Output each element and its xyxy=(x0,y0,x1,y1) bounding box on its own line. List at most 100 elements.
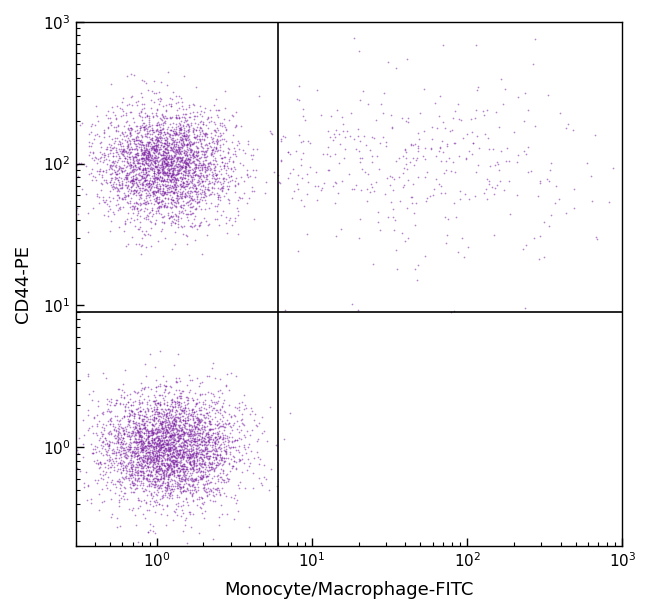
Point xyxy=(482,105,493,115)
Point xyxy=(221,381,231,390)
Point xyxy=(60,461,70,471)
Point xyxy=(183,139,194,149)
Point xyxy=(135,423,145,433)
Point xyxy=(161,105,171,115)
Point xyxy=(161,139,171,149)
Point xyxy=(243,172,254,181)
Point xyxy=(190,189,201,199)
Point xyxy=(125,431,136,441)
Point xyxy=(161,520,172,530)
Point xyxy=(150,479,161,489)
Point xyxy=(151,413,161,422)
Point xyxy=(221,478,231,487)
Point xyxy=(116,446,126,456)
Point xyxy=(151,409,162,419)
Point xyxy=(179,405,190,415)
Point xyxy=(136,463,147,473)
Point xyxy=(151,451,162,461)
Point xyxy=(138,444,149,454)
Point xyxy=(144,428,155,438)
Point xyxy=(172,394,182,403)
Point xyxy=(139,438,150,448)
Point xyxy=(167,133,177,143)
Point xyxy=(237,450,247,460)
Point xyxy=(141,175,151,185)
Point xyxy=(180,436,190,446)
Point xyxy=(148,521,159,531)
Point xyxy=(196,452,206,462)
Point xyxy=(138,164,148,174)
Point xyxy=(162,492,172,502)
Point xyxy=(194,397,204,406)
Point xyxy=(178,485,188,495)
Point xyxy=(497,99,508,109)
Point xyxy=(133,474,143,484)
Point xyxy=(184,154,194,164)
Point xyxy=(106,169,116,179)
Point xyxy=(123,451,133,461)
Point xyxy=(159,460,169,470)
Point xyxy=(200,160,211,170)
Point xyxy=(152,175,162,185)
Point xyxy=(176,417,186,427)
Point xyxy=(151,418,161,428)
Point xyxy=(133,444,143,454)
Point xyxy=(111,447,121,457)
Point xyxy=(179,405,189,415)
Point xyxy=(172,461,183,471)
Point xyxy=(119,411,129,421)
Point xyxy=(130,170,140,180)
Point xyxy=(164,401,175,411)
Point xyxy=(177,194,187,204)
Point xyxy=(198,147,208,156)
Point xyxy=(142,454,152,463)
Point xyxy=(195,472,205,482)
Point xyxy=(205,416,215,426)
Point xyxy=(114,384,125,394)
Point xyxy=(207,405,218,415)
Point xyxy=(174,425,185,435)
Point xyxy=(197,454,207,463)
Point xyxy=(147,187,157,197)
Point xyxy=(133,169,143,179)
Point xyxy=(120,448,131,458)
Point xyxy=(197,126,207,135)
Point xyxy=(149,439,159,449)
Point xyxy=(183,450,193,460)
Point xyxy=(216,428,227,438)
Point xyxy=(161,427,172,437)
Point xyxy=(174,413,184,422)
Point xyxy=(132,210,142,219)
Point xyxy=(162,134,172,143)
Point xyxy=(218,438,228,447)
Point xyxy=(156,150,166,160)
Point xyxy=(151,145,162,154)
Point xyxy=(179,403,190,413)
Point xyxy=(141,123,151,133)
Point xyxy=(122,451,133,460)
Point xyxy=(237,454,247,464)
Point xyxy=(104,192,114,202)
Point xyxy=(233,207,243,216)
Point xyxy=(174,208,184,218)
Point xyxy=(152,449,162,459)
Point xyxy=(66,462,77,471)
Point xyxy=(161,471,172,481)
Point xyxy=(162,444,173,454)
Point xyxy=(144,181,154,191)
Point xyxy=(151,104,162,114)
Point xyxy=(183,453,194,463)
Point xyxy=(138,140,149,150)
Point xyxy=(137,156,148,166)
Point xyxy=(210,449,220,459)
Point xyxy=(140,197,151,207)
Point xyxy=(219,163,229,173)
Point xyxy=(218,206,228,216)
Point xyxy=(149,442,159,452)
Point xyxy=(172,130,183,140)
Point xyxy=(161,409,172,419)
Point xyxy=(185,440,195,450)
Point xyxy=(521,240,531,250)
Point xyxy=(248,165,258,175)
Point xyxy=(133,434,144,444)
